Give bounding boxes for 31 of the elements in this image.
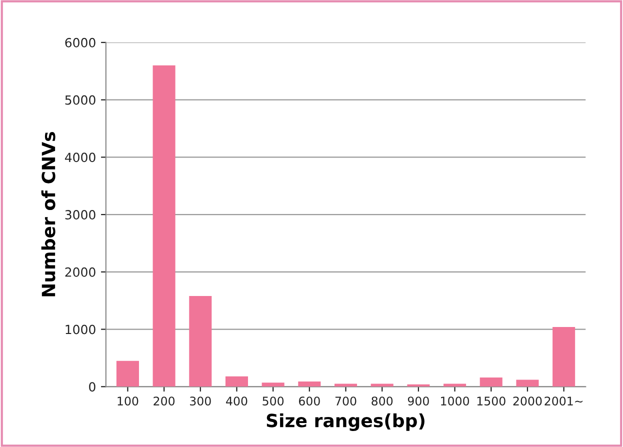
y-tick-label: 0: [89, 382, 96, 392]
x-tick-label: 500: [262, 396, 284, 406]
y-tick-label: 3000: [65, 210, 96, 220]
bar: [298, 381, 321, 387]
x-tick-label: 900: [408, 396, 429, 406]
x-tick-label: 400: [226, 396, 248, 406]
x-tick-label: 1000: [441, 396, 470, 406]
x-tick-label: 800: [372, 396, 393, 406]
x-tick-label: 100: [118, 396, 138, 406]
bar: [189, 296, 212, 387]
x-tick-label: 2001~: [544, 396, 583, 406]
y-tick-label: 1000: [66, 324, 96, 334]
y-tick-label: 4000: [64, 152, 96, 162]
x-tick-label: 700: [335, 396, 356, 406]
bar: [516, 380, 539, 387]
bar: [116, 360, 139, 387]
bar: [152, 65, 176, 387]
bar: [480, 377, 502, 387]
x-tick-label: 600: [298, 396, 320, 406]
x-axis-title: Size ranges(bp): [266, 413, 424, 431]
y-tick-label: 2000: [65, 267, 96, 277]
bar: [552, 326, 576, 387]
y-tick-label: 6000: [65, 38, 96, 48]
bar: [225, 376, 248, 387]
x-tick-label: 300: [190, 396, 211, 406]
y-axis-title: Number of CNVs: [41, 132, 56, 296]
bar: [262, 382, 284, 387]
x-tick-label: 1500: [477, 396, 506, 406]
y-tick-label: 5000: [65, 95, 96, 105]
x-tick-label: 2000: [513, 396, 542, 406]
x-tick-label: 200: [154, 396, 175, 406]
